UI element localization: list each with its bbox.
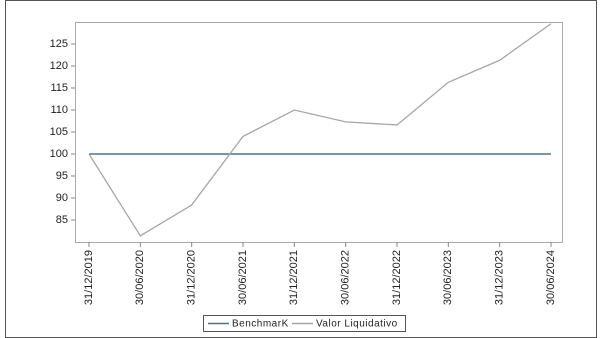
y-tick-label: 95 [56,170,68,182]
x-tick-label: 30/06/2023 [442,250,454,305]
y-tick-label: 100 [50,148,68,160]
x-tick-label: 30/06/2020 [134,250,146,305]
x-tick-label: 31/12/2023 [494,250,506,305]
y-tick-label: 85 [56,214,68,226]
x-tick-label: 31/12/2022 [391,250,403,305]
y-tick-label: 110 [50,104,68,116]
x-tick-label: 30/06/2022 [340,250,352,305]
legend-label: Valor Liquidativo [316,319,398,330]
x-tick-label: 31/12/2019 [83,250,95,305]
x-tick-label: 30/06/2021 [237,250,249,305]
x-tick-label: 30/06/2024 [545,250,557,305]
y-tick-label: 120 [50,60,68,72]
legend-label: BenchmarK [232,319,289,330]
series-line [88,23,552,237]
x-tick-label: 31/12/2021 [288,250,300,305]
y-tick-label: 115 [50,82,68,94]
y-tick-label: 90 [56,192,68,204]
x-tick-label: 31/12/2020 [186,250,198,305]
y-tick-label: 105 [50,126,68,138]
plot-area [75,22,563,243]
y-tick-label: 125 [50,38,68,50]
legend-box [203,315,406,332]
